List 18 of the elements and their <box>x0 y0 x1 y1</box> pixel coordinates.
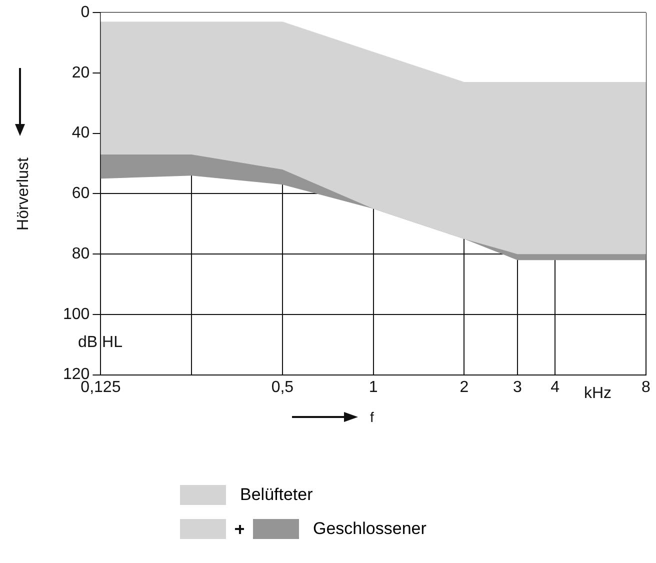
x-tick-label: 3 <box>512 378 522 396</box>
y-axis-title: Hörverlust <box>15 156 33 232</box>
x-tick-label: 8 <box>642 378 651 396</box>
annotation: dB HL <box>78 334 122 352</box>
y-tick-label: 100 <box>62 306 90 323</box>
y-tick-label: 80 <box>72 245 90 262</box>
x-tick-label: 0,5 <box>271 378 294 396</box>
y-tick-label: 60 <box>72 185 90 202</box>
text: kHz <box>584 385 612 403</box>
legend-label: Belüfteter <box>240 485 313 505</box>
x-axis-title: f <box>370 409 374 425</box>
y-tick-label: 20 <box>72 64 90 82</box>
x-tick-label: 4 <box>550 378 560 396</box>
y-tick-label: 40 <box>72 124 90 142</box>
legend-label: Geschlossener <box>313 519 426 539</box>
y-tick-label: 0 <box>80 4 90 22</box>
x-tick-label: 1 <box>368 378 378 396</box>
x-tick-label: 2 <box>460 378 469 396</box>
